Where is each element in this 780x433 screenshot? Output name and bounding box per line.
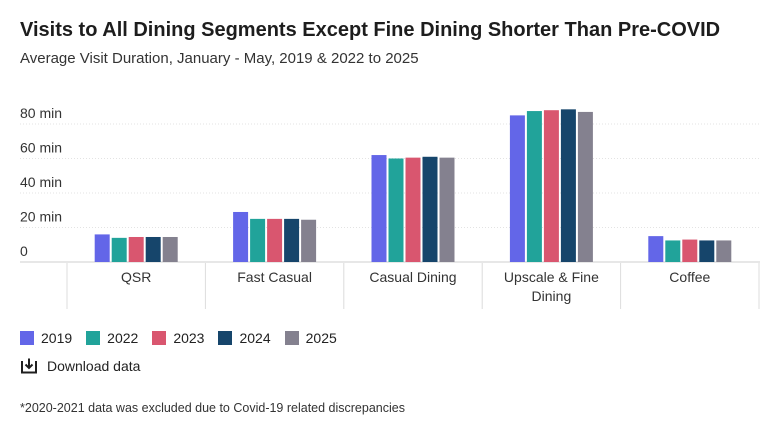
x-tick-label: QSR	[121, 269, 151, 285]
bar-2023	[267, 218, 283, 262]
bar-2025	[716, 240, 732, 262]
legend-item-2024[interactable]: 2024	[218, 330, 271, 346]
bar-2023	[405, 157, 421, 262]
bar-2024	[284, 218, 300, 262]
x-tick-label: Coffee	[669, 269, 710, 285]
x-tick-label: Upscale & Fine Dining	[504, 269, 599, 304]
legend-swatch	[218, 331, 233, 345]
legend-item-2023[interactable]: 2023	[152, 330, 204, 346]
bar-2023	[682, 239, 698, 262]
x-tick-label: Fast Casual	[237, 269, 312, 285]
legend-item-2019[interactable]: 2019	[20, 330, 72, 346]
bar-2024	[560, 109, 576, 263]
y-tick-label: 20 min	[20, 209, 62, 225]
bar-2019	[233, 211, 249, 262]
footnote: *2020-2021 data was excluded due to Covi…	[20, 401, 405, 415]
legend-item-2025[interactable]: 2025	[284, 330, 337, 346]
chart-subtitle: Average Visit Duration, January - May, 2…	[20, 50, 419, 67]
download-label: Download data	[47, 358, 141, 374]
legend-label: 2025	[305, 330, 337, 346]
legend-label: 2022	[107, 330, 139, 346]
bar-2019	[648, 236, 664, 262]
y-tick-label: 60 min	[20, 140, 62, 156]
bar-2025	[301, 219, 317, 262]
legend-swatch	[86, 331, 101, 345]
bar-2025	[162, 236, 178, 262]
bar-2022	[388, 158, 404, 262]
bar-2019	[94, 234, 110, 262]
legend-label: 2024	[239, 330, 271, 346]
bar-2024	[422, 156, 438, 262]
y-tick-label: 0	[20, 243, 28, 259]
bar-2025	[577, 111, 593, 262]
bar-2023	[543, 110, 559, 262]
legend-label: 2023	[173, 330, 205, 346]
y-tick-label: 40 min	[20, 174, 62, 190]
bar-2022	[111, 237, 127, 262]
download-data-button[interactable]: Download data	[20, 357, 140, 375]
chart-title: Visits to All Dining Segments Except Fin…	[20, 19, 721, 41]
legend-item-2022[interactable]: 2022	[86, 330, 138, 346]
bar-2025	[439, 157, 455, 262]
bar-2024	[145, 236, 161, 262]
legend-swatch	[284, 331, 299, 345]
download-icon	[21, 358, 37, 374]
x-tick-label: Casual Dining	[369, 269, 456, 285]
legend-label: 2019	[41, 330, 73, 346]
bar-2019	[371, 155, 387, 262]
legend-swatch	[20, 331, 34, 345]
chart-legend: 2019 2022 2023 2024 2025	[20, 330, 337, 346]
bar-2024	[699, 240, 715, 262]
y-tick-label: 80 min	[20, 105, 62, 121]
bar-2022	[526, 111, 542, 262]
bar-2022	[250, 218, 266, 262]
bar-2023	[128, 236, 144, 262]
legend-swatch	[152, 331, 167, 345]
bar-chart: 0 20 min 40 min 60 min 80 min QSR Fast Casual C…	[20, 105, 760, 309]
bar-2022	[665, 240, 681, 262]
bar-2019	[509, 115, 525, 262]
